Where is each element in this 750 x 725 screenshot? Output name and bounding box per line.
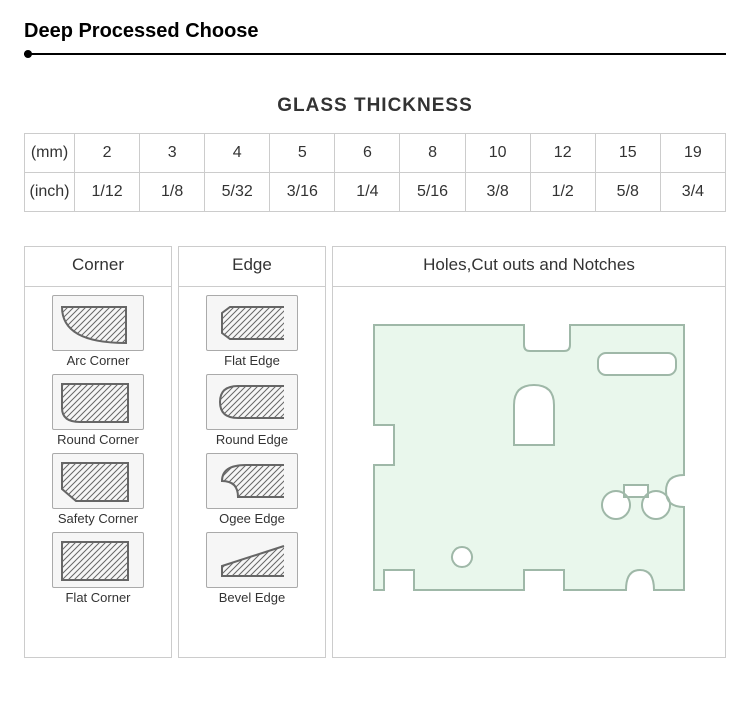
mm-cell: 12: [530, 134, 595, 173]
inch-cell: 5/32: [205, 173, 270, 212]
corner-option-label: Flat Corner: [29, 590, 167, 605]
corner-option-round: Round Corner: [29, 374, 167, 447]
holes-column: Holes,Cut outs and Notches: [332, 246, 726, 658]
mm-cell: 3: [140, 134, 205, 173]
edge-option-label: Flat Edge: [183, 353, 321, 368]
edge-column: Edge Flat Edge Round Edge: [178, 246, 326, 658]
edge-option-bevel: Bevel Edge: [183, 532, 321, 605]
mm-cell: 8: [400, 134, 465, 173]
flat-edge-icon: [206, 295, 298, 351]
corner-column: Corner Arc Corner Round Corner: [24, 246, 172, 658]
holes-diagram-icon: [354, 315, 704, 630]
edge-option-label: Round Edge: [183, 432, 321, 447]
edge-option-ogee: Ogee Edge: [183, 453, 321, 526]
round-edge-icon: [206, 374, 298, 430]
options-grid: Corner Arc Corner Round Corner: [24, 246, 726, 658]
corner-option-flat: Flat Corner: [29, 532, 167, 605]
edge-header: Edge: [179, 247, 325, 287]
mm-cell: 4: [205, 134, 270, 173]
inch-cell: 5/8: [595, 173, 660, 212]
corner-body: Arc Corner Round Corner Safety Corner: [25, 287, 171, 613]
corner-header: Corner: [25, 247, 171, 287]
corner-option-label: Arc Corner: [29, 353, 167, 368]
inch-cell: 5/16: [400, 173, 465, 212]
inch-cell: 1/4: [335, 173, 400, 212]
unit-mm-label: (mm): [25, 134, 75, 173]
round-corner-icon: [52, 374, 144, 430]
holes-header: Holes,Cut outs and Notches: [333, 247, 725, 287]
corner-option-label: Safety Corner: [29, 511, 167, 526]
mm-cell: 15: [595, 134, 660, 173]
inch-cell: 3/16: [270, 173, 335, 212]
edge-option-flat: Flat Edge: [183, 295, 321, 368]
mm-cell: 19: [660, 134, 725, 173]
table-row: (inch) 1/12 1/8 5/32 3/16 1/4 5/16 3/8 1…: [25, 173, 726, 212]
mm-cell: 6: [335, 134, 400, 173]
ogee-edge-icon: [206, 453, 298, 509]
edge-option-label: Ogee Edge: [183, 511, 321, 526]
edge-option-label: Bevel Edge: [183, 590, 321, 605]
edge-body: Flat Edge Round Edge Ogee Edge: [179, 287, 325, 613]
flat-corner-icon: [52, 532, 144, 588]
inch-cell: 1/12: [75, 173, 140, 212]
safety-corner-icon: [52, 453, 144, 509]
unit-inch-label: (inch): [25, 173, 75, 212]
thickness-title: GLASS THICKNESS: [24, 95, 726, 117]
bevel-edge-icon: [206, 532, 298, 588]
title-underline: [24, 53, 726, 55]
inch-cell: 1/8: [140, 173, 205, 212]
corner-option-label: Round Corner: [29, 432, 167, 447]
corner-option-safety: Safety Corner: [29, 453, 167, 526]
thickness-table: (mm) 2 3 4 5 6 8 10 12 15 19 (inch) 1/12…: [24, 133, 726, 212]
arc-corner-icon: [52, 295, 144, 351]
mm-cell: 2: [75, 134, 140, 173]
mm-cell: 5: [270, 134, 335, 173]
table-row: (mm) 2 3 4 5 6 8 10 12 15 19: [25, 134, 726, 173]
inch-cell: 3/4: [660, 173, 725, 212]
mm-cell: 10: [465, 134, 530, 173]
inch-cell: 1/2: [530, 173, 595, 212]
corner-option-arc: Arc Corner: [29, 295, 167, 368]
edge-option-round: Round Edge: [183, 374, 321, 447]
inch-cell: 3/8: [465, 173, 530, 212]
section-title: Deep Processed Choose: [24, 20, 726, 53]
holes-body: [333, 287, 725, 657]
